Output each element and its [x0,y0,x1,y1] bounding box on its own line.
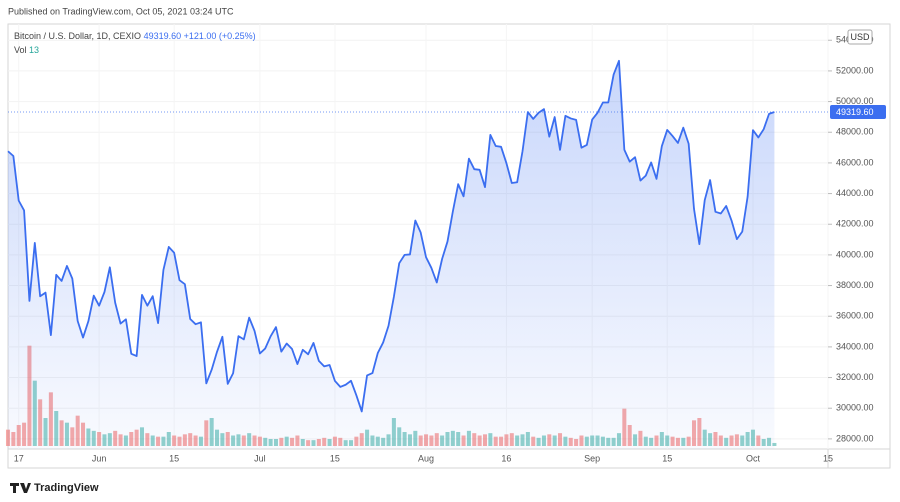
x-tick-label: 15 [823,453,833,463]
footer-text: TradingView [34,482,99,494]
x-tick-label: Aug [418,453,434,463]
x-tick-label: Jul [254,453,266,463]
x-tick-label: 16 [501,453,511,463]
x-tick-label: Oct [746,453,761,463]
price-tag-label: 49319.60 [836,107,874,117]
x-tick-label: 17 [14,453,24,463]
y-tick-label: 32000.00 [836,372,874,382]
footer-logo [10,483,31,493]
plot [7,59,828,450]
y-tick-label: 36000.00 [836,311,874,321]
x-tick-label: Sep [584,453,600,463]
y-tick-label: 38000.00 [836,280,874,290]
y-tick-label: 42000.00 [836,219,874,229]
price-tag [830,105,886,120]
x-tick-label: 15 [330,453,340,463]
y-tick-label: 30000.00 [836,403,874,413]
change: +121.00 (+0.25%) [184,31,256,41]
y-tick-label: 34000.00 [836,341,874,351]
logo [10,483,31,493]
y-tick-label: 52000.00 [836,65,874,75]
symbol: Bitcoin / U.S. Dollar, 1D, CEXIO [14,31,141,41]
x-tick-label: 15 [662,453,672,463]
price-line [7,59,775,413]
x-tick-label: 15 [169,453,179,463]
y-tick-label: 48000.00 [836,127,874,137]
price-area [8,60,775,450]
last-price: 49319.60 [144,31,182,41]
y-tick-label: 28000.00 [836,433,874,443]
y-tick-label: 44000.00 [836,188,874,198]
volume-legend: Vol 13 [14,45,39,55]
currency: USD [850,32,870,42]
y-tick-label: 46000.00 [836,157,874,167]
volume-label: Vol [14,45,27,55]
y-tick-label: 50000.00 [836,96,874,106]
published-note: Published on TradingView.com, Oct 05, 20… [8,6,234,16]
currency-box [847,29,873,45]
volume-value: 13 [29,45,39,55]
y-tick-label: 40000.00 [836,249,874,259]
x-tick-label: Jun [92,453,107,463]
axes: 28000.00 30000.00 32000.00 34000.00 36000.00… [14,35,886,463]
legend: Bitcoin / U.S. Dollar, 1D, CEXIO 49319.6… [14,31,256,41]
